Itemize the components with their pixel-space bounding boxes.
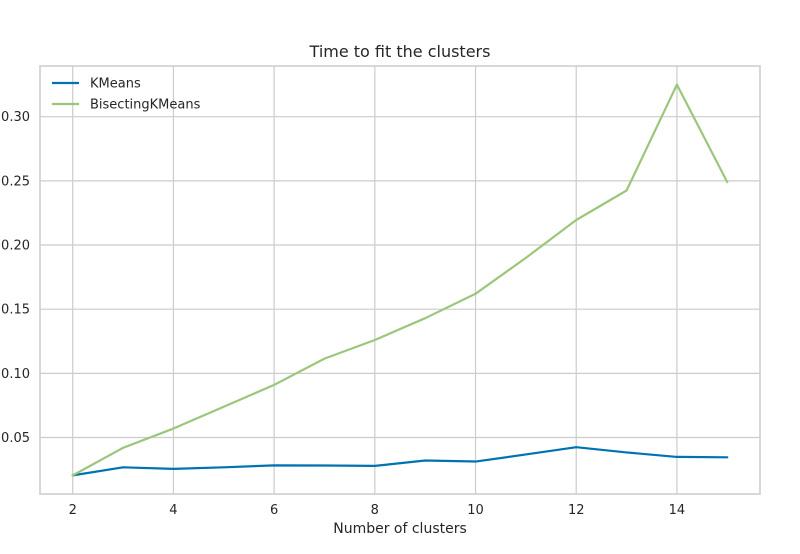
y-tick-label: 0.10: [1, 367, 30, 382]
x-tick-label: 14: [669, 503, 686, 518]
x-tick-label: 2: [69, 503, 77, 518]
plot-frame: [39, 65, 761, 495]
series-line-bisectingkmeans: [71, 83, 729, 477]
x-tick-label: 12: [568, 503, 585, 518]
x-tick-label: 6: [270, 503, 278, 518]
y-tick-label: 0.20: [1, 239, 30, 254]
chart-title: Time to fit the clusters: [309, 42, 491, 61]
y-tick-label: 0.25: [1, 174, 30, 189]
legend-label-kmeans: KMeans: [90, 77, 141, 92]
y-tick-label: 0.15: [1, 303, 30, 318]
series-layer: [71, 83, 729, 477]
x-axis-label: Number of clusters: [333, 521, 467, 537]
legend: KMeans BisectingKMeans: [52, 77, 201, 113]
series-line-kmeans: [71, 446, 729, 477]
tick-labels: 2 4 6 8 10 12 14 0.05 0.10 0.15 0.20 0.25 0.30: [1, 110, 685, 518]
y-tick-label: 0.05: [1, 431, 30, 446]
x-tick-label: 8: [371, 503, 379, 518]
x-tick-label: 10: [467, 503, 484, 518]
y-tick-label: 0.30: [1, 110, 30, 125]
x-tick-label: 4: [169, 503, 177, 518]
legend-label-bisectingkmeans: BisectingKMeans: [90, 98, 201, 113]
grid-lines: [40, 66, 760, 494]
